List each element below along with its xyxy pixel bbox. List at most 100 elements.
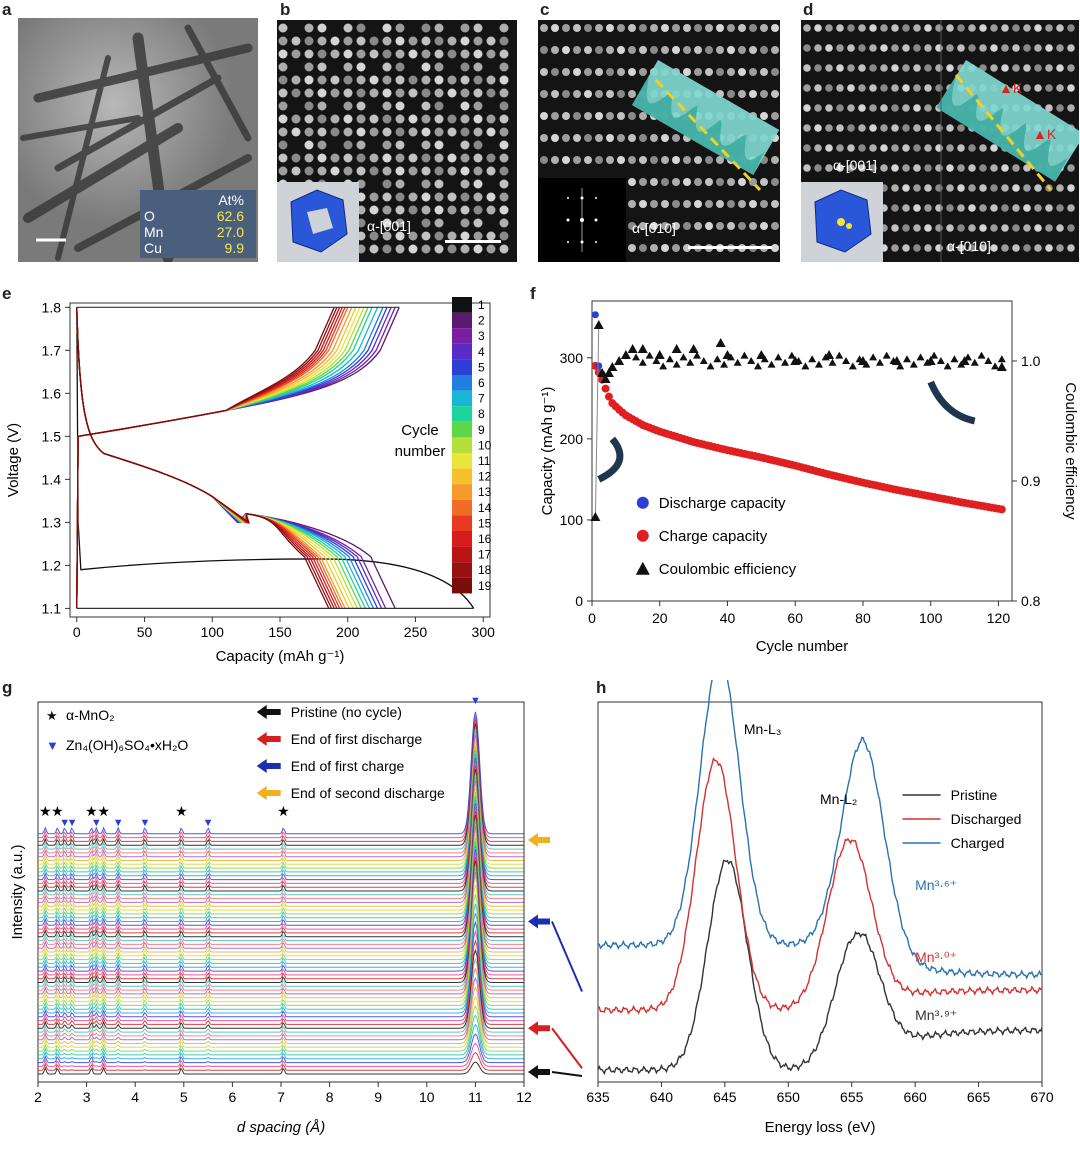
atom-column	[968, 144, 976, 152]
atom-column	[304, 101, 314, 111]
colorbar-label: 8	[478, 407, 485, 421]
atom-column	[606, 112, 614, 120]
atom-column	[990, 204, 998, 212]
xrd-pattern	[38, 871, 524, 995]
xrd-pattern	[38, 784, 524, 907]
xrd-pattern	[38, 807, 524, 930]
panel-label-g: g	[2, 678, 13, 697]
atom-column	[499, 23, 509, 33]
atom-column	[628, 222, 636, 230]
atom-column	[395, 36, 405, 46]
atom-column	[913, 164, 921, 172]
atom-column	[291, 75, 301, 85]
atom-column	[421, 153, 431, 163]
atom-column	[330, 153, 340, 163]
atom-column	[749, 222, 757, 230]
y-tick-label: 1.8	[42, 299, 62, 315]
atom-column	[935, 184, 943, 192]
atom-column	[617, 90, 625, 98]
atom-column	[606, 68, 614, 76]
x-axis-label: Cycle number	[756, 638, 849, 655]
atom-column	[551, 90, 559, 98]
xrd-pattern	[38, 1052, 524, 1071]
atom-column	[760, 222, 768, 230]
atom-column	[473, 166, 483, 176]
atom-column	[803, 84, 811, 92]
atom-column	[499, 205, 509, 215]
atom-column	[421, 62, 431, 72]
state-link	[551, 1027, 583, 1069]
atom-column	[291, 153, 301, 163]
atom-column	[924, 184, 932, 192]
atom-column	[1012, 44, 1020, 52]
atom-column	[447, 88, 457, 98]
atom-column	[606, 46, 614, 54]
atom-column	[628, 178, 636, 186]
colorbar-label: 16	[478, 532, 492, 546]
atom-column	[1012, 244, 1020, 252]
atom-column	[902, 64, 910, 72]
atom-column	[421, 127, 431, 137]
atom-column	[1034, 44, 1042, 52]
atom-column	[486, 244, 496, 254]
atom-column	[562, 156, 570, 164]
atom-column	[278, 101, 288, 111]
atom-column	[382, 127, 392, 137]
xrd-pattern	[38, 768, 524, 892]
atom-column	[291, 49, 301, 59]
efficiency-point	[652, 357, 661, 364]
atom-column	[836, 164, 844, 172]
colorbar-swatch	[452, 453, 472, 469]
xrd-pattern	[38, 795, 524, 919]
xrd-pattern	[38, 780, 524, 903]
atom-column	[979, 204, 987, 212]
xrd-pattern	[38, 829, 524, 953]
atom-column	[343, 23, 353, 33]
colorbar-title: number	[395, 443, 446, 460]
xrd-pattern	[38, 856, 524, 980]
atom-column	[317, 140, 327, 150]
atom-column	[395, 231, 405, 241]
atom-column	[421, 114, 431, 124]
atom-column	[434, 62, 444, 72]
atom-column	[382, 244, 392, 254]
colorbar-swatch	[452, 328, 472, 344]
atom-column	[891, 24, 899, 32]
atom-column	[473, 179, 483, 189]
xrd-pattern	[38, 753, 524, 877]
alpha-peak-marker: ★	[97, 803, 110, 819]
atom-column	[499, 36, 509, 46]
atom-column	[803, 124, 811, 132]
atom-column	[946, 64, 954, 72]
atom-column	[683, 156, 691, 164]
atom-column	[924, 124, 932, 132]
efficiency-point	[821, 353, 830, 361]
legend-label: Discharged	[951, 811, 1022, 827]
xrd-pattern	[38, 837, 524, 961]
atom-column	[317, 36, 327, 46]
colorbar-label: 9	[478, 423, 485, 437]
xrd-pattern	[38, 833, 524, 957]
xrd-pattern	[38, 864, 524, 987]
atom-column	[869, 124, 877, 132]
efficiency-point	[632, 353, 641, 361]
atom-column	[672, 134, 680, 142]
atom-column	[408, 166, 418, 176]
panel-label-h: h	[596, 678, 607, 697]
y2-tick-label: 0.9	[1021, 473, 1041, 489]
efficiency-point	[862, 360, 871, 368]
zinc-peak-marker: ▼	[203, 817, 214, 829]
scale-bar	[688, 246, 772, 249]
atom-column	[738, 24, 746, 32]
y2-axis-label: Coulombic efficiency	[1062, 382, 1079, 520]
x-tick-label: 660	[903, 1089, 927, 1105]
atom-column	[1034, 184, 1042, 192]
xrd-pattern	[38, 776, 524, 900]
zinc-peak-marker: ▼	[67, 817, 78, 829]
atom-column	[408, 153, 418, 163]
colorbar-swatch	[452, 359, 472, 375]
atom-column	[1067, 184, 1075, 192]
atom-column	[924, 164, 932, 172]
atom-column	[957, 44, 965, 52]
atom-column	[803, 24, 811, 32]
